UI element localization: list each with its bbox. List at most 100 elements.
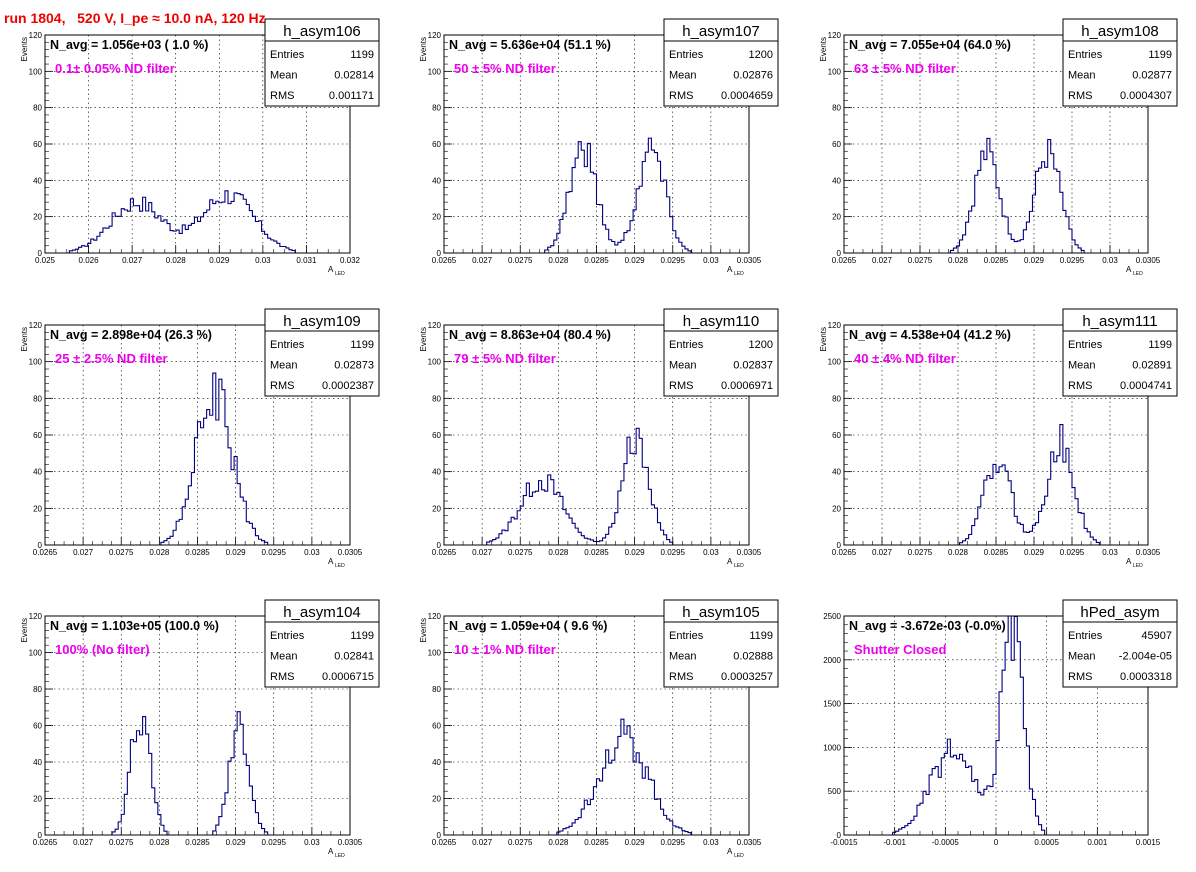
- y-tick-label: 1500: [823, 700, 841, 709]
- histogram-panel-h_asym104: 0.0265 0.027 0.0275 0.028 0.0285 0.029 0.0295 0…: [20, 599, 380, 859]
- stats-value: 0.0006715: [322, 671, 374, 683]
- y-tick-label: 120: [29, 31, 43, 40]
- stats-value: 1200: [749, 339, 773, 351]
- y-tick-label: 60: [432, 140, 441, 149]
- x-tick-label: 0.0265: [432, 838, 457, 847]
- y-tick-label: 120: [428, 321, 442, 330]
- x-tick-label: 0.028: [548, 838, 569, 847]
- x-tick-label: 0.0275: [908, 256, 933, 265]
- histogram-name: h_asym111: [1082, 313, 1157, 330]
- x-tick-label: 0.0285: [185, 838, 210, 847]
- stats-label: Mean: [669, 360, 697, 372]
- stats-value: 0.02876: [733, 70, 773, 82]
- y-tick-label: 100: [828, 67, 842, 76]
- y-tick-label: 0: [38, 249, 43, 258]
- x-tick-label: 0.027: [122, 256, 143, 265]
- x-tick-label: 0.026: [79, 256, 100, 265]
- x-tick-label: 0.0305: [737, 838, 762, 847]
- stats-value: 0.02841: [334, 651, 374, 663]
- stats-value: 0.02837: [733, 360, 773, 372]
- y-tick-label: 100: [428, 67, 442, 76]
- x-tick-label: 0.0305: [737, 256, 762, 265]
- y-axis-title: Events: [819, 37, 828, 61]
- stats-label: RMS: [1068, 380, 1092, 392]
- y-tick-label: 80: [33, 104, 42, 113]
- x-tick-label: 0.0305: [1136, 548, 1161, 557]
- x-tick-label: 0.0295: [661, 548, 686, 557]
- x-tick-label: 0.029: [1024, 256, 1045, 265]
- y-tick-label: 0: [437, 831, 442, 840]
- x-axis-title-subscript: LED: [734, 853, 744, 859]
- x-tick-label: 0.028: [548, 548, 569, 557]
- y-tick-label: 500: [828, 787, 842, 796]
- run-title: run 1804, 520 V, I_pe ≈ 10.0 nA, 120 Hz: [4, 10, 266, 26]
- y-tick-label: 20: [832, 213, 841, 222]
- y-axis-title: Events: [20, 618, 29, 642]
- x-tick-label: 0.029: [625, 548, 646, 557]
- histogram-line: [844, 137, 1148, 254]
- y-tick-label: 40: [33, 176, 42, 185]
- x-tick-label: 0.025: [35, 256, 56, 265]
- filter-label: 50 ± 5% ND filter: [454, 61, 556, 76]
- stats-value: 45907: [1141, 630, 1172, 642]
- x-tick-label: 0.03: [703, 256, 719, 265]
- navg-label: N_avg = 5.636e+04 (51.1 %): [449, 38, 611, 52]
- y-tick-label: 100: [428, 649, 442, 658]
- y-tick-label: 100: [428, 358, 442, 367]
- y-tick-label: 80: [33, 394, 42, 403]
- stats-value: 0.0004307: [1120, 90, 1172, 102]
- stats-box: [1062, 308, 1178, 397]
- x-axis-title: A: [328, 557, 334, 566]
- histogram-panel-h_asym111: 0.0265 0.027 0.0275 0.028 0.0285 0.029 0.0295 0…: [819, 308, 1178, 569]
- x-tick-label: 0.028: [548, 256, 569, 265]
- y-tick-label: 0: [437, 541, 442, 550]
- y-tick-label: 20: [432, 504, 441, 513]
- y-tick-label: 120: [428, 31, 442, 40]
- x-tick-label: 0.0275: [109, 838, 134, 847]
- x-axis-title-subscript: LED: [734, 563, 744, 569]
- stats-value: 1199: [749, 630, 773, 642]
- y-tick-label: 20: [33, 504, 42, 513]
- x-tick-label: 0.03: [703, 838, 719, 847]
- navg-label: N_avg = 4.538e+04 (41.2 %): [849, 328, 1011, 342]
- filter-label: 100% (No filter): [55, 642, 150, 657]
- y-axis-title: Events: [20, 327, 29, 351]
- filter-label: 40 ± 4% ND filter: [854, 351, 956, 366]
- x-tick-label: 0.0295: [661, 838, 686, 847]
- x-tick-label: 0.0265: [832, 548, 857, 557]
- stats-value: 1200: [749, 49, 773, 61]
- y-tick-label: 40: [33, 758, 42, 767]
- histogram-line: [45, 190, 350, 254]
- stats-label: Mean: [1068, 360, 1096, 372]
- y-tick-label: 80: [432, 394, 441, 403]
- x-tick-label: 0.0275: [109, 548, 134, 557]
- stats-value: 0.02891: [1132, 360, 1172, 372]
- y-tick-label: 2500: [823, 612, 841, 621]
- x-tick-label: 0.0015: [1136, 838, 1161, 847]
- stats-value: 0.02888: [733, 651, 773, 663]
- y-tick-label: 80: [832, 394, 841, 403]
- x-tick-label: 0.0285: [185, 548, 210, 557]
- x-axis-title-subscript: LED: [335, 563, 345, 569]
- x-tick-label: 0.0285: [584, 256, 609, 265]
- x-tick-label: 0.0295: [262, 548, 287, 557]
- stats-label: Mean: [270, 360, 298, 372]
- x-tick-label: 0.0005: [1034, 838, 1059, 847]
- histogram-name: h_asym107: [682, 23, 760, 40]
- x-tick-label: 0.0275: [508, 838, 533, 847]
- stats-box: [663, 18, 779, 107]
- filter-label: 0.1± 0.05% ND filter: [55, 61, 175, 76]
- stats-value: 0.0004741: [1120, 380, 1172, 392]
- stats-box: [264, 308, 380, 397]
- histogram-panel-h_asym109: 0.0265 0.027 0.0275 0.028 0.0285 0.029 0.0295 0…: [20, 308, 380, 569]
- x-tick-label: 0.0285: [584, 838, 609, 847]
- y-tick-label: 60: [432, 431, 441, 440]
- stats-value: 0.0006971: [721, 380, 773, 392]
- x-tick-label: 0.027: [472, 256, 493, 265]
- stats-value: 1199: [350, 339, 374, 351]
- x-axis-title-subscript: LED: [1133, 271, 1143, 277]
- stats-label: Mean: [270, 651, 298, 663]
- histogram-panel-h_asym108: 0.0265 0.027 0.0275 0.028 0.0285 0.029 0.0295 0…: [819, 18, 1178, 277]
- x-tick-label: 0.001: [1087, 838, 1108, 847]
